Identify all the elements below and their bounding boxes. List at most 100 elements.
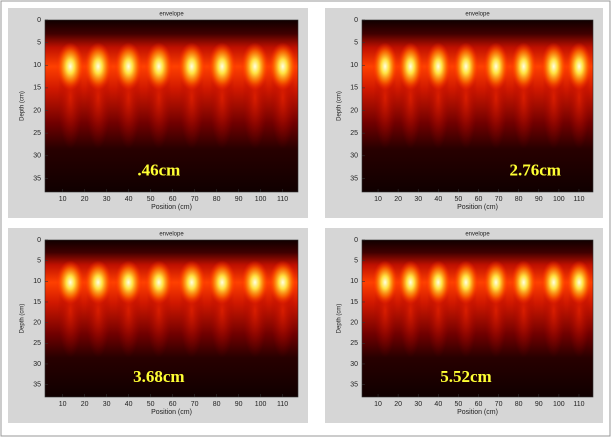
heat-blob <box>145 260 173 304</box>
heat-blob <box>241 42 269 90</box>
heat-blob <box>56 42 84 90</box>
x-tick-label: 10 <box>59 196 67 203</box>
heat-blob <box>208 42 236 90</box>
y-tick-label: 20 <box>33 107 41 114</box>
x-tick-label: 100 <box>255 401 267 408</box>
x-tick-label: 20 <box>394 196 402 203</box>
heat-blob <box>511 260 536 304</box>
x-tick-label: 30 <box>414 401 422 408</box>
x-tick-label: 50 <box>147 401 155 408</box>
y-tick-label: 30 <box>350 153 358 160</box>
heat-blob <box>566 260 591 304</box>
x-axis-label: Position (cm) <box>151 204 192 211</box>
x-tick-label: 50 <box>455 401 463 408</box>
y-tick-label: 10 <box>33 62 41 69</box>
x-tick-label: 20 <box>81 401 89 408</box>
x-tick-label: 20 <box>81 196 89 203</box>
y-tick-label: 10 <box>33 278 41 285</box>
x-tick-label: 50 <box>455 196 463 203</box>
y-tick-label: 15 <box>33 299 41 306</box>
y-tick-label: 5 <box>37 39 41 46</box>
y-axis-label: Depth (cm) <box>20 304 26 334</box>
y-tick-label: 0 <box>37 237 41 244</box>
x-axis-label: Position (cm) <box>457 204 498 211</box>
x-tick-label: 80 <box>213 401 221 408</box>
x-tick-label: 100 <box>553 196 565 203</box>
y-tick-label: 35 <box>350 175 358 182</box>
y-tick-label: 15 <box>350 299 358 306</box>
x-tick-label: 110 <box>573 401 584 408</box>
x-tick-label: 110 <box>573 196 584 203</box>
heat-blob <box>426 260 451 304</box>
panel: envelope10203040506070809010011005101520… <box>8 228 308 423</box>
y-tick-label: 0 <box>37 17 41 24</box>
y-tick-label: 15 <box>350 85 358 92</box>
y-axis-label: Depth (cm) <box>337 91 343 121</box>
chart-title: envelope <box>465 232 490 238</box>
x-tick-label: 60 <box>475 401 483 408</box>
heat-blob <box>178 42 206 90</box>
heat-blob <box>372 42 397 90</box>
figure: envelope10203040506070809010011005101520… <box>0 0 611 437</box>
x-tick-label: 10 <box>59 401 67 408</box>
y-tick-label: 20 <box>350 319 358 326</box>
y-tick-label: 35 <box>350 381 358 388</box>
x-tick-label: 100 <box>255 196 267 203</box>
y-tick-label: 15 <box>33 85 41 92</box>
x-tick-label: 40 <box>434 401 442 408</box>
y-tick-label: 5 <box>354 39 358 46</box>
x-tick-label: 30 <box>103 196 111 203</box>
y-tick-label: 30 <box>33 361 41 368</box>
heat-blob <box>56 260 84 304</box>
y-tick-label: 20 <box>350 107 358 114</box>
heat-blob <box>84 260 112 304</box>
heat-blob <box>178 260 206 304</box>
x-tick-label: 80 <box>515 196 523 203</box>
y-tick-label: 25 <box>33 340 41 347</box>
heat-blob <box>426 42 451 90</box>
heat-blob <box>269 42 297 90</box>
heat-blob <box>115 42 143 90</box>
y-tick-label: 25 <box>350 130 358 137</box>
heat-blob <box>541 260 566 304</box>
heat-blob <box>372 260 397 304</box>
x-tick-label: 10 <box>374 196 382 203</box>
x-tick-label: 90 <box>535 401 543 408</box>
annotation: .46cm <box>137 160 180 179</box>
y-tick-label: 5 <box>37 258 41 265</box>
x-axis-label: Position (cm) <box>457 409 498 416</box>
x-tick-label: 90 <box>535 196 543 203</box>
x-tick-label: 10 <box>374 401 382 408</box>
x-tick-label: 50 <box>147 196 155 203</box>
x-tick-label: 60 <box>169 401 177 408</box>
heat-blob <box>541 42 566 90</box>
heat-blob <box>483 42 508 90</box>
y-tick-label: 25 <box>33 130 41 137</box>
x-tick-label: 90 <box>235 401 243 408</box>
y-tick-label: 10 <box>350 62 358 69</box>
heat-blob <box>398 42 423 90</box>
annotation: 2.76cm <box>510 160 561 179</box>
x-tick-label: 70 <box>191 401 199 408</box>
x-tick-label: 90 <box>235 196 243 203</box>
y-tick-label: 35 <box>33 175 41 182</box>
chart-title: envelope <box>159 12 184 18</box>
heat-blob <box>208 260 236 304</box>
heat-blob <box>145 42 173 90</box>
x-tick-label: 70 <box>495 401 503 408</box>
x-tick-label: 80 <box>213 196 221 203</box>
y-tick-label: 20 <box>33 319 41 326</box>
y-tick-label: 30 <box>350 361 358 368</box>
y-axis-label: Depth (cm) <box>337 304 343 334</box>
chart-title: envelope <box>159 232 184 238</box>
x-tick-label: 60 <box>169 196 177 203</box>
x-tick-label: 40 <box>125 401 133 408</box>
annotation: 5.52cm <box>440 367 491 386</box>
heat-blob <box>453 260 478 304</box>
heat-blob <box>398 260 423 304</box>
x-tick-label: 70 <box>191 196 199 203</box>
heat-blob <box>511 42 536 90</box>
